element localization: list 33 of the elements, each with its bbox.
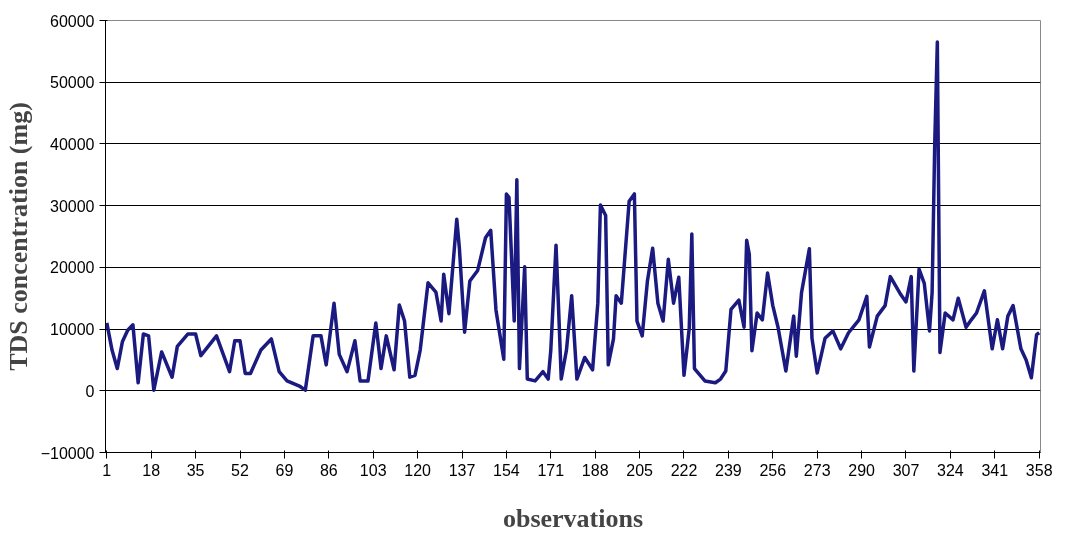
x-tick-label: 154 bbox=[493, 461, 520, 479]
x-tick-label: 18 bbox=[142, 461, 161, 479]
y-tick-label: 30000 bbox=[50, 197, 95, 215]
x-tick-label: 222 bbox=[670, 461, 698, 479]
x-tick-label: 358 bbox=[1025, 461, 1053, 479]
x-tick-label: 307 bbox=[892, 461, 920, 479]
x-tick-label: 290 bbox=[848, 461, 876, 479]
x-tick-label: 35 bbox=[186, 461, 205, 479]
x-tick-label: 1 bbox=[102, 461, 112, 479]
x-tick-label: 341 bbox=[981, 461, 1009, 479]
x-tick-label: 205 bbox=[626, 461, 654, 479]
y-tick-label: 50000 bbox=[50, 74, 95, 92]
y-tick-label: 40000 bbox=[50, 135, 95, 153]
x-tick-label: 324 bbox=[937, 461, 964, 479]
x-tick-label: 86 bbox=[319, 461, 338, 479]
x-tick-label: 256 bbox=[759, 461, 787, 479]
x-axis-title: observations bbox=[502, 503, 644, 533]
x-tick-label: 239 bbox=[715, 461, 742, 479]
y-tick-label: 10000 bbox=[50, 321, 95, 339]
x-tick-label: 69 bbox=[275, 461, 294, 479]
x-tick-label: 171 bbox=[537, 461, 565, 479]
y-tick-label: −10000 bbox=[40, 444, 95, 462]
x-tick-label: 120 bbox=[404, 461, 432, 479]
y-tick-label: 0 bbox=[85, 382, 95, 400]
x-tick-label: 103 bbox=[359, 461, 387, 479]
y-tick-label: 60000 bbox=[50, 12, 95, 30]
y-tick-label: 20000 bbox=[50, 259, 95, 277]
x-tick-label: 273 bbox=[803, 461, 831, 479]
x-tick-label: 52 bbox=[231, 461, 249, 479]
x-tick-label: 188 bbox=[581, 461, 609, 479]
x-tick-label: 137 bbox=[448, 461, 476, 479]
y-axis-title: TDS concentration (mg) bbox=[3, 102, 33, 371]
line-series bbox=[105, 40, 1041, 392]
